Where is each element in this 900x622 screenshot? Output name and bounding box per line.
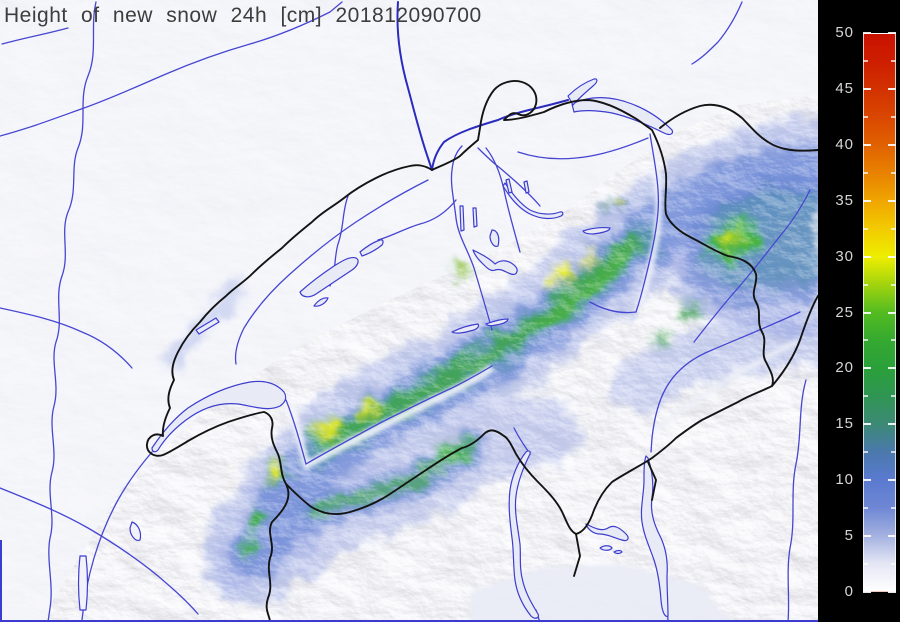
border-germany-austria xyxy=(659,103,818,152)
major-rivers-layer xyxy=(396,1,569,171)
colorbar-minor-tick xyxy=(863,171,868,174)
colorbar-minor-tick xyxy=(863,115,868,118)
border-italy-south-1 xyxy=(573,533,581,577)
colorbar-major-tick xyxy=(888,32,896,34)
map-area: Height of new snow 24h [cm] 201812090700 xyxy=(0,0,818,622)
colorbar-minor-tick xyxy=(891,115,896,118)
colorbar-minor-tick xyxy=(891,59,896,62)
colorbar-tick-label: 15 xyxy=(835,415,854,433)
colorbar-tick-label: 45 xyxy=(835,79,854,97)
colorbar-major-tick xyxy=(863,143,871,146)
colorbar-minor-tick xyxy=(863,59,868,62)
border-switzerland xyxy=(146,80,774,535)
colorbar-major-tick xyxy=(888,311,896,314)
colorbar-minor-tick xyxy=(891,451,896,454)
colorbar-tick-label: 50 xyxy=(835,24,854,41)
colorbar-major-tick xyxy=(888,199,896,202)
map-frame xyxy=(0,540,818,622)
colorbar-major-tick xyxy=(863,535,871,538)
colorbar-minor-tick xyxy=(891,507,896,510)
colorbar-minor-tick xyxy=(863,227,868,230)
colorbar-major-tick xyxy=(863,87,871,90)
colorbar-major-tick xyxy=(863,311,871,314)
colorbar-tick-label: 40 xyxy=(835,135,854,153)
colorbar-major-tick xyxy=(888,423,896,426)
colorbar-panel: 50 45 40 35 30 25 20 15 10 5 0 xyxy=(818,0,900,622)
colorbar-major-tick xyxy=(863,591,871,593)
colorbar-tick-label: 25 xyxy=(835,303,854,321)
colorbar-tick-label: 10 xyxy=(835,471,854,489)
colorbar-major-tick xyxy=(863,255,871,258)
colorbar-major-tick xyxy=(888,143,896,146)
border-france-italy xyxy=(265,483,290,622)
borders-layer xyxy=(146,80,818,622)
colorbar-tick-label: 35 xyxy=(835,191,854,209)
colorbar-minor-tick xyxy=(891,283,896,286)
border-italy-south-2 xyxy=(647,461,657,501)
colorbar-minor-tick xyxy=(891,395,896,398)
colorbar-major-tick xyxy=(863,199,871,202)
colorbar-minor-tick xyxy=(863,563,868,566)
colorbar-minor-tick xyxy=(891,227,896,230)
map-canvas xyxy=(0,0,818,622)
colorbar-minor-tick xyxy=(891,339,896,342)
colorbar-major-tick xyxy=(888,479,896,482)
lakes-layer xyxy=(77,78,674,619)
colorbar-minor-tick xyxy=(863,395,868,398)
colorbar-major-tick xyxy=(863,423,871,426)
colorbar-major-tick xyxy=(863,479,871,482)
colorbar-major-tick xyxy=(888,367,896,370)
colorbar-minor-tick xyxy=(891,563,896,566)
colorbar-tick-label: 5 xyxy=(844,527,854,545)
colorbar-minor-tick xyxy=(863,283,868,286)
colorbar-tick-label: 20 xyxy=(835,359,854,377)
rivers-layer xyxy=(0,1,811,622)
colorbar-minor-tick xyxy=(863,339,868,342)
colorbar-minor-tick xyxy=(863,507,868,510)
map-title: Height of new snow 24h [cm] 201812090700 xyxy=(4,4,482,27)
border-austria-italy xyxy=(771,295,818,387)
colorbar-major-tick xyxy=(888,591,896,593)
colorbar-major-tick xyxy=(863,32,871,34)
colorbar-major-tick xyxy=(888,535,896,538)
colorbar-tick-label: 30 xyxy=(835,247,854,265)
colorbar-major-tick xyxy=(888,255,896,258)
colorbar-minor-tick xyxy=(863,451,868,454)
colorbar-tick-label: 0 xyxy=(844,583,854,600)
colorbar-minor-tick xyxy=(891,171,896,174)
colorbar-major-tick xyxy=(888,87,896,90)
colorbar-major-tick xyxy=(863,367,871,370)
